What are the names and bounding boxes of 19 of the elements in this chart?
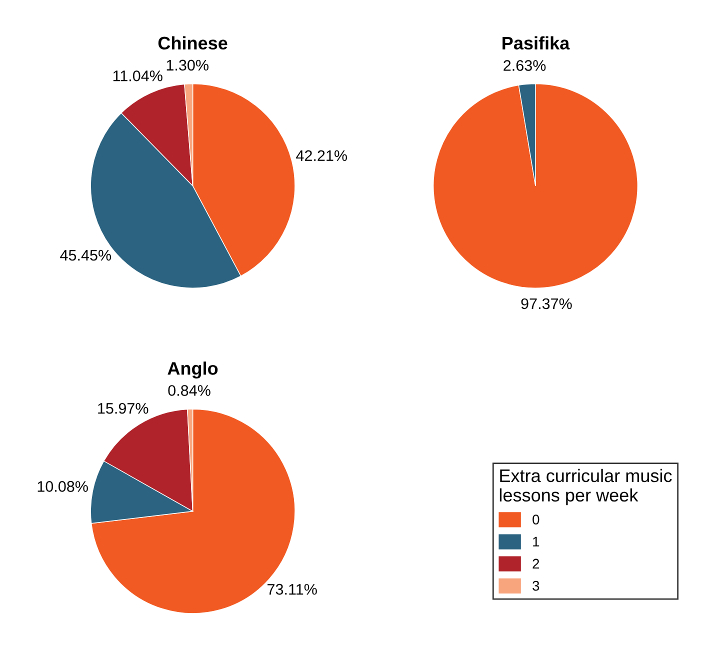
- data-label: 1.30%: [166, 60, 208, 71]
- data-label: 97.37%: [521, 298, 572, 310]
- data-label: 42.21%: [296, 150, 347, 161]
- legend-label: 1: [533, 536, 540, 546]
- data-label: 11.04%: [113, 70, 162, 82]
- legend-label: 2: [532, 558, 540, 569]
- legend-label: 0: [532, 514, 540, 524]
- data-label: 45.45%: [60, 250, 112, 261]
- data-label: 73.11%: [268, 584, 317, 595]
- chart-title: Anglo: [168, 362, 218, 378]
- legend-label: 3: [532, 580, 540, 591]
- data-label: 10.08%: [38, 481, 88, 492]
- data-label: 15.97%: [98, 402, 148, 414]
- legend-title: Extra curricular music lessons per week: [500, 468, 672, 506]
- chart-title: Pasifika: [502, 36, 570, 50]
- chart-title: Chinese: [158, 36, 228, 50]
- pie-slice: [432, 83, 638, 288]
- data-label: 2.63%: [504, 60, 546, 71]
- data-label: 0.84%: [168, 385, 210, 396]
